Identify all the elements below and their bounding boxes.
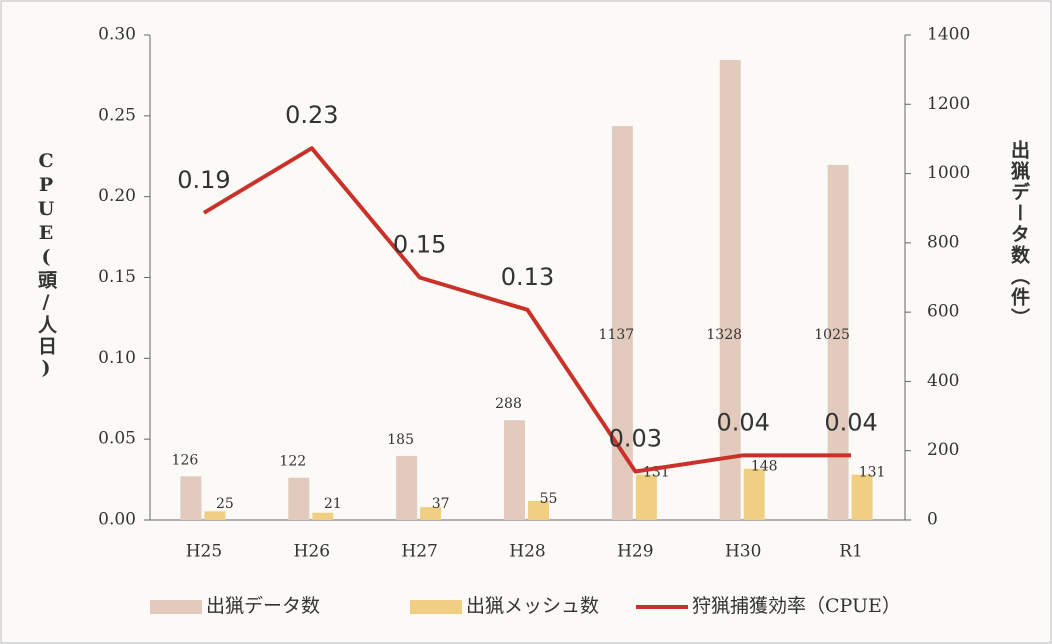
legend-swatch	[150, 600, 202, 614]
y-tick-label: 0.10	[98, 348, 136, 368]
y-axis-label: CPUE(頭/人日)	[35, 150, 57, 381]
bar-label: 131	[859, 465, 886, 481]
legend-swatch	[410, 600, 462, 614]
y-tick-label: 0.20	[98, 186, 136, 206]
bar	[504, 420, 525, 520]
bar-label: 148	[751, 459, 778, 475]
line	[202, 146, 852, 474]
bar	[420, 507, 442, 520]
bar	[851, 474, 873, 520]
bar	[635, 474, 657, 520]
bar	[743, 468, 765, 520]
y2-tick-label: 1400	[927, 25, 970, 45]
bar	[180, 476, 202, 520]
y-tick-label: 0.05	[98, 429, 136, 449]
x-tick-label: H25	[186, 542, 222, 562]
y2-tick-label: 800	[927, 232, 959, 252]
y-tick-label: 0.00	[98, 510, 136, 530]
bar	[396, 455, 418, 520]
line-label: 0.15	[393, 231, 446, 259]
line-label: 0.04	[824, 408, 877, 436]
x-tick-label: R1	[839, 542, 863, 562]
x-tick-label: H30	[725, 542, 761, 562]
bar-label: 25	[216, 496, 234, 512]
line-label: 0.04	[716, 408, 769, 436]
bar-label: 126	[172, 452, 199, 468]
bar-label: 288	[495, 396, 522, 412]
bar	[719, 59, 741, 520]
legend-label: 出猟データ数	[206, 595, 320, 617]
y2-tick-label: 1000	[927, 163, 970, 183]
x-tick-label: H26	[294, 542, 330, 562]
y2-tick-label: 400	[927, 371, 959, 391]
bar	[204, 511, 226, 520]
bar	[312, 512, 334, 520]
bar-label: 55	[540, 491, 558, 507]
bar-label: 21	[324, 496, 342, 512]
bar	[827, 164, 849, 521]
bar	[288, 477, 310, 520]
x-tick-label: H27	[401, 542, 437, 562]
bar-label: 1137	[599, 327, 635, 343]
bar-label: 37	[432, 496, 450, 512]
legend-label: 出猟メッシュ数	[466, 595, 599, 617]
y-tick-label: 0.15	[98, 267, 136, 287]
line-label: 0.13	[501, 263, 554, 291]
y-tick-label: 0.30	[98, 25, 136, 45]
x-tick-label: H28	[509, 542, 545, 562]
y2-tick-label: 200	[927, 440, 959, 460]
y2-tick-label: 1200	[927, 94, 970, 114]
y2-axis-label: 出猟データ数（件）	[1008, 139, 1031, 329]
bar-label: 1328	[706, 327, 742, 343]
legend-label: 狩猟捕獲効率（CPUE）	[692, 595, 901, 617]
bar-label: 1025	[814, 327, 850, 343]
x-tick-label: H29	[617, 542, 653, 562]
bar-label: 185	[387, 432, 414, 448]
line-label: 0.23	[285, 101, 338, 129]
y2-tick-label: 600	[927, 302, 959, 322]
bar	[528, 500, 549, 520]
y-tick-label: 0.25	[98, 105, 136, 125]
line-label: 0.03	[609, 425, 662, 453]
y2-tick-label: 0	[927, 510, 938, 530]
bar	[611, 126, 633, 520]
line-label: 0.19	[177, 166, 230, 194]
bar-label: 122	[279, 454, 306, 470]
